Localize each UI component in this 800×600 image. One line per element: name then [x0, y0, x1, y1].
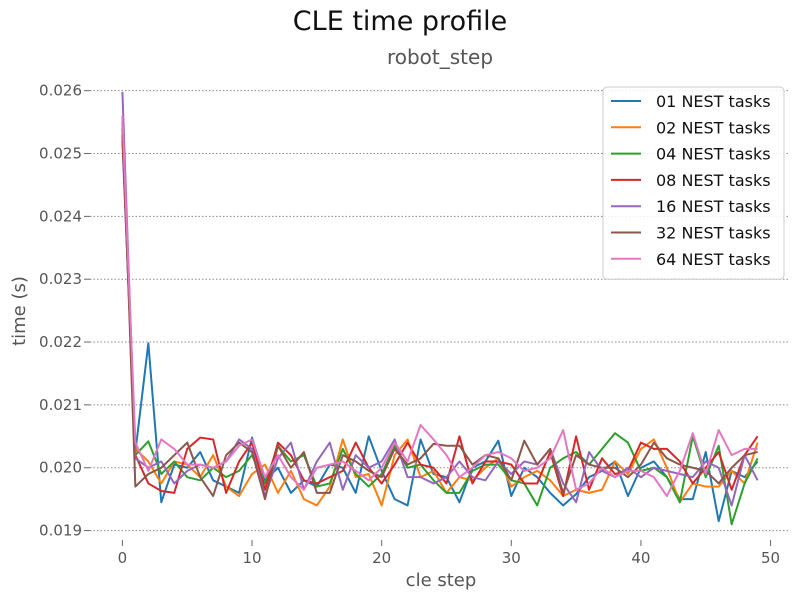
y-tick-label: 0.022: [39, 333, 82, 351]
x-tick-label: 10: [242, 549, 261, 567]
chart-title: CLE time profile: [292, 6, 508, 37]
grid-lines: [90, 90, 790, 532]
y-axis-ticks: 0.019 0.020 0.021 0.022 0.023 0.024 0.025 0.026: [39, 82, 90, 540]
x-tick-label: 0: [118, 549, 128, 567]
y-axis-label: time (s): [9, 276, 30, 346]
series-line: [121, 115, 758, 498]
legend-label: 08 NEST tasks: [656, 171, 771, 190]
x-axis-ticks: 0 10 20 30 40 50: [118, 540, 780, 567]
legend-label: 01 NEST tasks: [656, 92, 771, 111]
y-tick-label: 0.024: [39, 207, 82, 225]
x-tick-label: 40: [631, 549, 650, 567]
chart-subtitle: robot_step: [386, 45, 494, 69]
legend-label: 32 NEST tasks: [656, 224, 771, 243]
y-tick-label: 0.020: [39, 459, 82, 477]
y-tick-label: 0.025: [39, 145, 82, 163]
legend-label: 02 NEST tasks: [656, 118, 771, 137]
series-line: [121, 115, 758, 501]
x-axis-label: cle step: [406, 570, 477, 591]
y-tick-label: 0.019: [39, 522, 82, 540]
y-tick-label: 0.026: [39, 82, 82, 100]
legend-box: [602, 86, 785, 280]
y-tick-label: 0.021: [39, 396, 82, 414]
legend: 01 NEST tasks 02 NEST tasks 04 NEST tasks 0…: [602, 86, 785, 280]
x-tick-label: 30: [502, 549, 521, 567]
x-tick-label: 20: [372, 549, 391, 567]
y-tick-label: 0.023: [39, 270, 82, 288]
legend-label: 04 NEST tasks: [656, 145, 771, 164]
x-tick-label: 50: [761, 549, 780, 567]
legend-label: 64 NEST tasks: [656, 250, 771, 269]
legend-label: 16 NEST tasks: [656, 197, 771, 216]
series-lines: [121, 91, 759, 526]
